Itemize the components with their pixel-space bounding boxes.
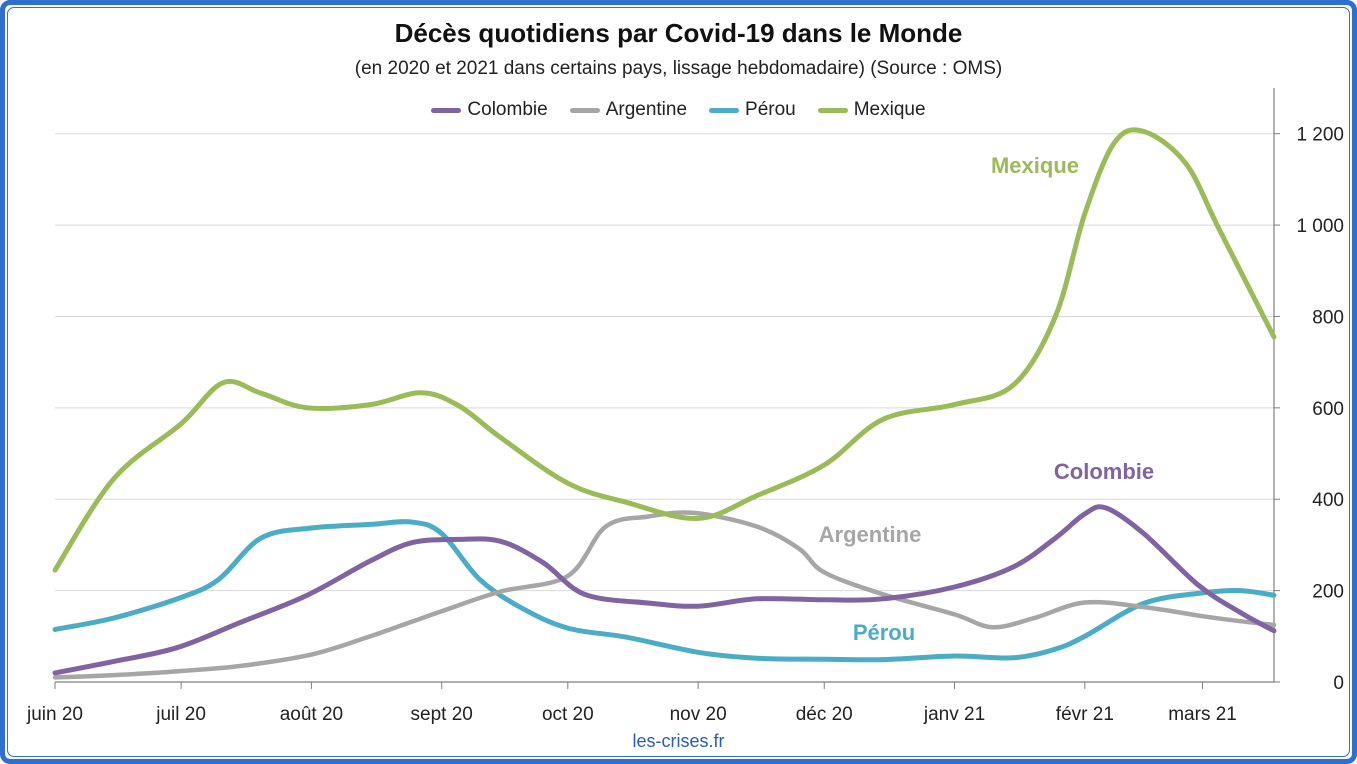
x-tick-label: mars 21 bbox=[1168, 704, 1237, 725]
legend-label-perou: Pérou bbox=[745, 99, 796, 120]
series-lines bbox=[52, 127, 1277, 680]
series-label-mexique: Mexique bbox=[991, 153, 1079, 178]
legend: Colombie Argentine Pérou Mexique bbox=[0, 99, 1357, 121]
source-note: les-crises.fr bbox=[632, 731, 725, 751]
series-line-argentine bbox=[52, 510, 1277, 680]
x-tick-label: janv 21 bbox=[923, 704, 985, 725]
y-tick-label: 600 bbox=[1312, 399, 1344, 420]
y-tick-label: 800 bbox=[1312, 307, 1344, 328]
x-tick-label: févr 21 bbox=[1056, 704, 1114, 725]
legend-item-perou: Pérou bbox=[709, 99, 796, 121]
legend-label-mexique: Mexique bbox=[853, 99, 926, 120]
x-tick-label: oct 20 bbox=[542, 704, 594, 725]
legend-swatch-argentine bbox=[569, 107, 600, 113]
y-tick-label: 1 000 bbox=[1296, 216, 1344, 237]
y-tick-label: 400 bbox=[1312, 490, 1344, 511]
series-label-argentine: Argentine bbox=[819, 522, 922, 547]
x-tick-label: sept 20 bbox=[411, 704, 473, 725]
axes: 0 200 400 600 800 1 000 1 200 juin 20 juil 20 aoû… bbox=[26, 88, 1344, 725]
series-label-perou: Pérou bbox=[853, 620, 915, 645]
y-tick-label: 0 bbox=[1333, 673, 1344, 694]
legend-item-argentine: Argentine bbox=[569, 99, 688, 121]
x-tick-label: juin 20 bbox=[26, 704, 83, 725]
series-line-mexique bbox=[52, 127, 1277, 573]
series-line-perou bbox=[52, 519, 1277, 663]
chart-subtitle: (en 2020 et 2021 dans certains pays, lis… bbox=[354, 58, 1003, 79]
series-line-colombie bbox=[52, 504, 1277, 676]
x-tick-label: juil 20 bbox=[155, 704, 206, 725]
legend-item-mexique: Mexique bbox=[817, 99, 926, 121]
chart-title: Décès quotidiens par Covid-19 dans le Mo… bbox=[394, 18, 963, 48]
y-tick-label: 200 bbox=[1312, 582, 1344, 603]
x-tick-label: déc 20 bbox=[796, 704, 853, 725]
legend-label-argentine: Argentine bbox=[605, 99, 688, 120]
legend-item-colombie: Colombie bbox=[431, 99, 548, 121]
y-tick-label: 1 200 bbox=[1296, 125, 1344, 146]
legend-swatch-colombie bbox=[431, 107, 462, 113]
gridlines bbox=[55, 133, 1274, 592]
legend-swatch-perou bbox=[709, 107, 740, 113]
series-label-colombie: Colombie bbox=[1054, 459, 1154, 484]
x-tick-label: nov 20 bbox=[670, 704, 727, 725]
legend-label-colombie: Colombie bbox=[467, 99, 548, 120]
x-tick-label: août 20 bbox=[280, 704, 343, 725]
legend-swatch-mexique bbox=[817, 107, 848, 113]
series-inline-labels: Mexique Colombie Argentine Pérou bbox=[819, 153, 1154, 645]
